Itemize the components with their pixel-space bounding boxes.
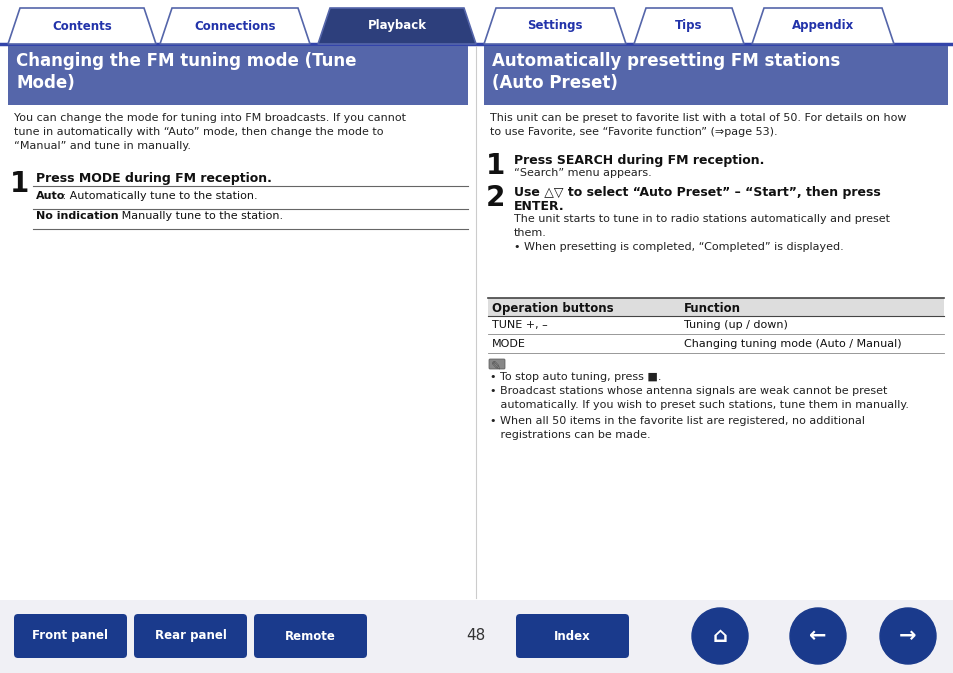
Polygon shape [160,8,310,44]
Text: • To stop auto tuning, press ■.: • To stop auto tuning, press ■. [490,372,660,382]
Text: MODE: MODE [492,339,525,349]
Text: Auto: Auto [36,191,66,201]
Text: Function: Function [683,302,740,315]
Text: (Auto Preset): (Auto Preset) [492,74,618,92]
Text: • Broadcast stations whose antenna signals are weak cannot be preset: • Broadcast stations whose antenna signa… [490,386,886,396]
Text: “Search” menu appears.: “Search” menu appears. [514,168,651,178]
Text: You can change the mode for tuning into FM broadcasts. If you cannot: You can change the mode for tuning into … [14,113,406,123]
Text: Mode): Mode) [16,74,74,92]
Polygon shape [634,8,743,44]
FancyBboxPatch shape [8,46,468,105]
FancyBboxPatch shape [488,298,943,316]
Text: them.: them. [514,228,546,238]
Text: Press MODE during FM reception.: Press MODE during FM reception. [36,172,272,185]
Text: Index: Index [554,629,590,643]
FancyBboxPatch shape [253,614,367,658]
Text: ⌂: ⌂ [712,626,727,646]
Text: registrations can be made.: registrations can be made. [490,430,650,440]
Text: Automatically presetting FM stations: Automatically presetting FM stations [492,52,840,70]
FancyBboxPatch shape [489,359,504,369]
Text: Changing the FM tuning mode (Tune: Changing the FM tuning mode (Tune [16,52,356,70]
Text: Remote: Remote [285,629,335,643]
Text: Connections: Connections [194,20,275,32]
Polygon shape [8,8,156,44]
Text: Rear panel: Rear panel [154,629,226,643]
Text: This unit can be preset to favorite list with a total of 50. For details on how: This unit can be preset to favorite list… [490,113,905,123]
Text: No indication: No indication [36,211,118,221]
Text: : Automatically tune to the station.: : Automatically tune to the station. [59,191,257,201]
Polygon shape [483,8,625,44]
Text: : Manually tune to the station.: : Manually tune to the station. [112,211,283,221]
Text: “Manual” and tune in manually.: “Manual” and tune in manually. [14,141,191,151]
Text: Settings: Settings [527,20,582,32]
Text: Tuning (up / down): Tuning (up / down) [683,320,787,330]
Text: Playback: Playback [367,20,426,32]
Text: • When all 50 items in the favorite list are registered, no additional: • When all 50 items in the favorite list… [490,416,864,426]
Text: 1: 1 [485,152,505,180]
Text: Appendix: Appendix [791,20,853,32]
Polygon shape [317,8,476,44]
FancyBboxPatch shape [483,46,947,105]
Text: TUNE +, –: TUNE +, – [492,320,547,330]
Text: ENTER.: ENTER. [514,200,564,213]
Text: →: → [899,626,916,646]
Circle shape [691,608,747,664]
Circle shape [879,608,935,664]
Text: 1: 1 [10,170,30,198]
Text: to use Favorite, see “Favorite function” (⇒page 53).: to use Favorite, see “Favorite function”… [490,127,777,137]
Text: The unit starts to tune in to radio stations automatically and preset: The unit starts to tune in to radio stat… [514,214,889,224]
Text: Changing tuning mode (Auto / Manual): Changing tuning mode (Auto / Manual) [683,339,901,349]
Circle shape [789,608,845,664]
Text: 2: 2 [485,184,505,212]
FancyBboxPatch shape [14,614,127,658]
Text: Operation buttons: Operation buttons [492,302,613,315]
FancyBboxPatch shape [0,600,953,673]
Text: ←: ← [808,626,826,646]
Text: automatically. If you wish to preset such stations, tune them in manually.: automatically. If you wish to preset suc… [490,400,908,410]
Text: Use △▽ to select “Auto Preset” – “Start”, then press: Use △▽ to select “Auto Preset” – “Start”… [514,186,880,199]
Text: 48: 48 [466,629,485,643]
Text: tune in automatically with “Auto” mode, then change the mode to: tune in automatically with “Auto” mode, … [14,127,383,137]
Text: Tips: Tips [675,20,702,32]
Text: Press SEARCH during FM reception.: Press SEARCH during FM reception. [514,154,763,167]
FancyBboxPatch shape [516,614,628,658]
Text: • When presetting is completed, “Completed” is displayed.: • When presetting is completed, “Complet… [514,242,842,252]
FancyBboxPatch shape [133,614,247,658]
Polygon shape [751,8,893,44]
Text: ✎: ✎ [491,360,501,373]
Text: Front panel: Front panel [32,629,109,643]
Text: Contents: Contents [52,20,112,32]
